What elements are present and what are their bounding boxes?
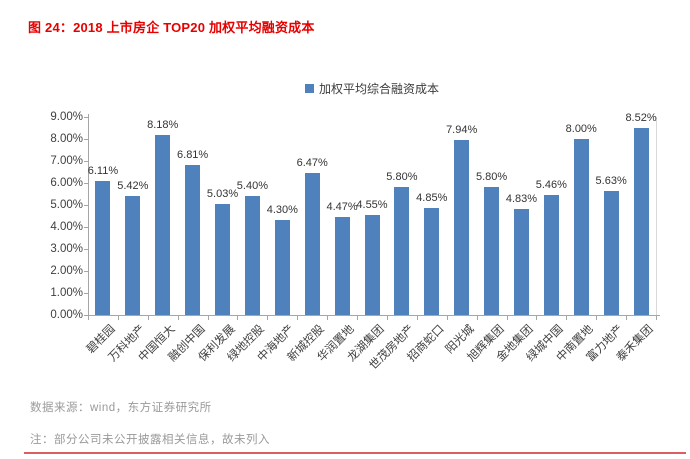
y-axis-tick <box>84 249 88 250</box>
bar-万科地产 <box>125 195 141 315</box>
bar-阳光城 <box>454 140 470 315</box>
bar-绿城中国 <box>543 194 559 315</box>
bar-value-label: 8.00% <box>565 123 597 135</box>
x-axis-tick <box>147 315 149 320</box>
bar-龙湖集团 <box>364 214 380 315</box>
bar-金地集团 <box>513 208 529 315</box>
y-axis-tick <box>84 183 88 184</box>
x-axis-tick <box>596 315 598 320</box>
x-axis-tick <box>357 315 359 320</box>
bar-value-label: 4.30% <box>266 204 298 217</box>
x-axis-tick <box>267 315 269 320</box>
x-axis-tick <box>536 315 538 320</box>
bar-融创中国 <box>185 165 201 315</box>
bar-碧桂园 <box>95 180 111 315</box>
chart-legend: 加权平均综合融资成本 <box>88 80 656 97</box>
bar-value-label: 5.03% <box>206 188 239 201</box>
figure-title: 图 24：2018 上市房企 TOP20 加权平均融资成本 <box>28 20 315 35</box>
y-axis-tick <box>84 139 88 140</box>
bar-value-label: 6.81% <box>177 149 209 162</box>
y-axis-tick-label: 1.00% <box>50 286 83 299</box>
y-axis-tick <box>84 227 88 228</box>
bar-招商蛇口 <box>424 208 440 315</box>
bar-value-label: 8.18% <box>147 119 179 132</box>
bar-value-label: 7.94% <box>446 124 478 137</box>
bar-value-label: 5.63% <box>595 175 627 188</box>
x-axis-tick <box>327 315 329 320</box>
x-axis-tick <box>566 315 568 320</box>
bottom-divider <box>24 452 686 454</box>
x-axis-tick <box>416 315 418 320</box>
x-axis-tick <box>656 315 657 320</box>
y-axis-tick-label: 4.00% <box>50 220 83 233</box>
bar-中国恒大 <box>155 135 171 315</box>
y-axis-tick <box>84 117 88 118</box>
y-axis-tick <box>84 205 88 206</box>
y-axis-tick <box>84 315 88 316</box>
y-axis-tick-label: 2.00% <box>50 264 83 277</box>
bar-绿地控股 <box>244 196 260 315</box>
bar-华润置地 <box>334 216 350 315</box>
y-axis-line <box>88 114 89 316</box>
x-axis-tick <box>117 315 119 320</box>
x-axis-line <box>88 315 660 316</box>
bar-value-label: 8.52% <box>625 111 657 124</box>
bar-旭辉集团 <box>484 187 500 315</box>
bar-中海地产 <box>274 220 290 315</box>
bar-富力地产 <box>603 191 619 315</box>
bar-value-label: 5.42% <box>117 179 149 192</box>
x-axis-tick <box>386 315 388 320</box>
x-axis-tick <box>297 315 299 320</box>
y-axis-tick-label: 8.00% <box>50 132 83 145</box>
bar-新城控股 <box>304 172 320 315</box>
x-axis-tick <box>177 315 179 320</box>
y-axis-tick-label: 0.00% <box>50 308 83 321</box>
bar-value-label: 6.47% <box>296 156 328 169</box>
bar-value-label: 4.83% <box>505 192 538 205</box>
data-source-note: 数据来源：wind，东方证券研究所 <box>30 402 212 414</box>
x-axis-tick <box>506 315 508 320</box>
plot-right-border <box>656 117 657 315</box>
y-axis-tick-label: 9.00% <box>50 110 83 123</box>
x-axis-tick <box>446 315 448 320</box>
bar-保利发展 <box>215 204 231 315</box>
y-axis-tick-label: 7.00% <box>50 154 83 167</box>
bar-世茂房地产 <box>394 187 410 315</box>
y-axis-tick <box>84 161 88 162</box>
bar-value-label: 5.80% <box>475 171 508 184</box>
legend-swatch-icon <box>304 84 314 93</box>
x-axis-tick <box>237 315 239 320</box>
y-axis-tick <box>84 293 88 294</box>
y-axis-tick-label: 3.00% <box>50 242 83 255</box>
bar-value-label: 5.40% <box>236 180 268 193</box>
legend-series-label: 加权平均综合融资成本 <box>318 82 439 96</box>
x-axis-tick <box>207 315 209 320</box>
bar-value-label: 5.80% <box>386 171 418 184</box>
bar-value-label: 5.46% <box>535 178 567 191</box>
x-axis-tick <box>88 315 89 320</box>
bar-value-label: 4.47% <box>326 200 358 213</box>
footnote: 注：部分公司未公开披露相关信息，故未列入 <box>30 434 270 446</box>
x-axis-tick <box>626 315 628 320</box>
y-axis-tick <box>84 271 88 272</box>
bar-中南置地 <box>573 139 589 315</box>
bar-value-label: 4.55% <box>356 198 388 211</box>
y-axis-tick-label: 6.00% <box>50 176 83 189</box>
y-axis-tick-label: 5.00% <box>50 198 83 211</box>
x-axis-tick <box>476 315 478 320</box>
bar-泰禾集团 <box>633 127 649 315</box>
bar-value-label: 4.85% <box>416 192 448 205</box>
bar-value-label: 6.11% <box>87 164 119 177</box>
